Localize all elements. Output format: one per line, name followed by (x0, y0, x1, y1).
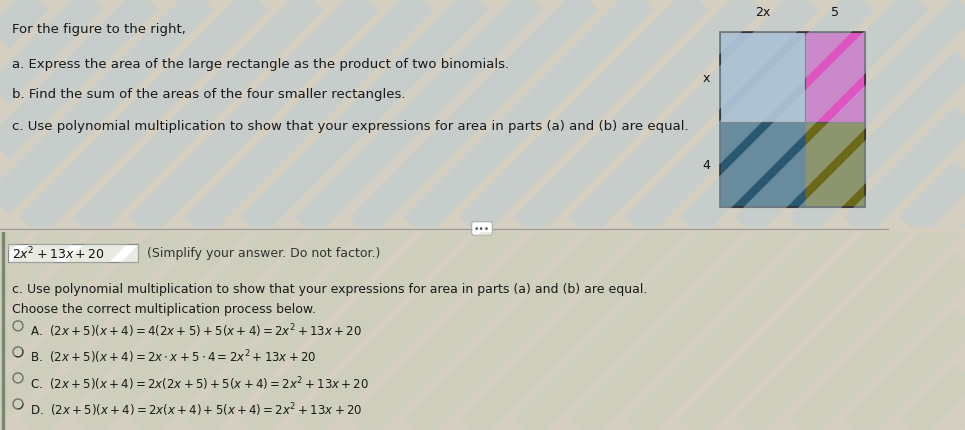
Bar (8, 244, 138, 262)
Bar (720, 33, 865, 208)
Text: B.  $(2x+5)(x+4)=2x\cdot x+5\cdot 4=2x^2+13x+20$: B. $(2x+5)(x+4)=2x\cdot x+5\cdot 4=2x^2+… (30, 348, 317, 366)
Bar (720, 33, 805, 123)
Text: (Simplify your answer. Do not factor.): (Simplify your answer. Do not factor.) (143, 247, 380, 260)
Bar (805, 123, 865, 208)
Text: 4: 4 (703, 159, 710, 172)
Text: •••: ••• (474, 224, 490, 233)
Text: 5: 5 (831, 6, 839, 19)
Text: a. Express the area of the large rectangle as the product of two binomials.: a. Express the area of the large rectang… (12, 58, 510, 71)
Text: Choose the correct multiplication process below.: Choose the correct multiplication proces… (12, 302, 316, 315)
Bar (805, 33, 865, 123)
Text: A.  $(2x+5)(x+4)=4(2x+5)+5(x+4)=2x^2+13x+20$: A. $(2x+5)(x+4)=4(2x+5)+5(x+4)=2x^2+13x+… (30, 322, 362, 340)
Bar (720, 123, 805, 208)
Text: C.  $(2x+5)(x+4)=2x(2x+5)+5(x+4)=2x^2+13x+20$: C. $(2x+5)(x+4)=2x(2x+5)+5(x+4)=2x^2+13x… (30, 374, 369, 392)
Text: D.  $(2x+5)(x+4)=2x(x+4)+5(x+4)=2x^2+13x+20$: D. $(2x+5)(x+4)=2x(x+4)+5(x+4)=2x^2+13x+… (30, 400, 363, 418)
Text: c. Use polynomial multiplication to show that your expressions for area in parts: c. Use polynomial multiplication to show… (12, 282, 648, 295)
Text: For the figure to the right,: For the figure to the right, (12, 23, 186, 36)
Text: c. Use polynomial multiplication to show that your expressions for area in parts: c. Use polynomial multiplication to show… (12, 120, 689, 133)
Text: b. Find the sum of the areas of the four smaller rectangles.: b. Find the sum of the areas of the four… (12, 88, 405, 101)
Text: $2x^2+13x+20$: $2x^2+13x+20$ (12, 245, 105, 261)
Text: x: x (703, 71, 710, 84)
Text: 2x: 2x (755, 6, 770, 19)
